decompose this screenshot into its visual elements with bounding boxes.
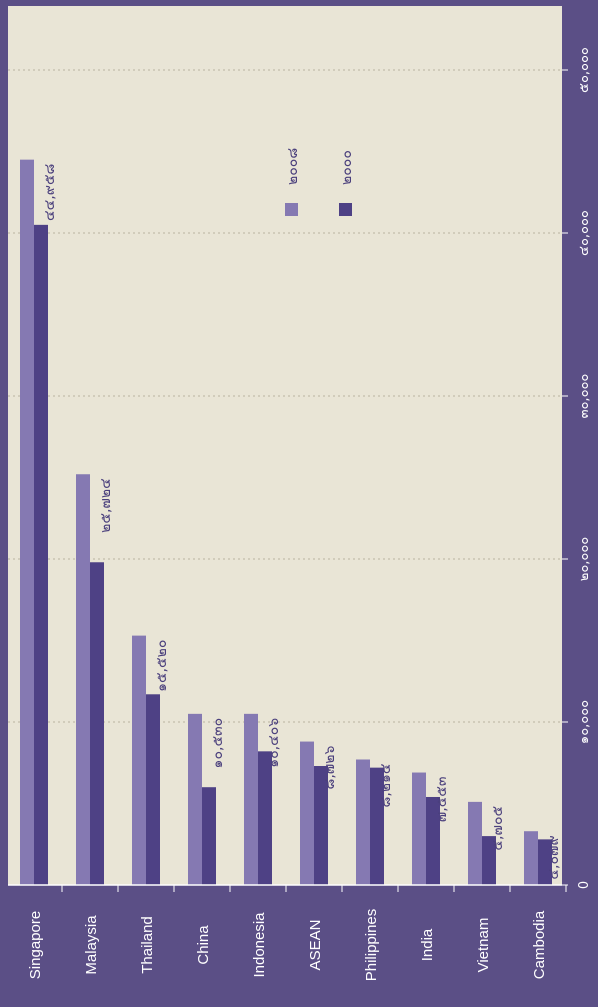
bar-thailand-2000 — [146, 694, 160, 885]
data-label: ๑๕,๕๒๐ — [154, 640, 170, 692]
bar-india-2000 — [426, 796, 440, 885]
category-label: Philippines — [363, 909, 380, 982]
bars — [20, 159, 552, 886]
value-tick-label: 0 — [577, 881, 592, 889]
data-label: ๔๔,๙๕๘ — [42, 164, 58, 221]
bar-malaysia-2000 — [90, 562, 104, 885]
legend-label: ๒๐๐๘ — [285, 148, 301, 185]
category-label: Thailand — [139, 916, 156, 974]
category-label: Malaysia — [83, 915, 100, 975]
gridlines — [8, 69, 562, 723]
bar-vietnam-2000 — [482, 836, 496, 885]
bar-philippines-2008 — [356, 759, 370, 885]
value-axis: 0 ๑๐,๐๐๐ ๒๐,๐๐๐ ๓๐,๐๐๐ ๔๐,๐๐๐ ๕๐,๐๐๐ — [8, 47, 592, 892]
bar-philippines-2000 — [370, 767, 384, 885]
value-tick-label: ๕๐,๐๐๐ — [577, 47, 592, 93]
bar-china-2008 — [188, 713, 202, 885]
bar-singapore-2000 — [34, 224, 48, 886]
value-tick-label: ๓๐,๐๐๐ — [577, 374, 592, 419]
legend-swatch — [339, 203, 352, 216]
data-label: ๘,๗๒๖ — [322, 745, 338, 789]
category-label: Indonesia — [251, 912, 268, 978]
category-label: Cambodia — [531, 910, 548, 979]
category-label: China — [195, 925, 212, 965]
data-label: ๕,๗๐๕ — [490, 806, 506, 851]
category-labels: Singapore Malaysia Thailand China Indonesia A… — [27, 909, 548, 982]
data-label: ๗,๕๕๓ — [434, 777, 450, 823]
data-label: ๒๕,๗๒๔ — [98, 478, 114, 533]
bar-cambodia-2008 — [524, 831, 538, 885]
category-label: India — [419, 928, 436, 961]
category-label: ASEAN — [307, 920, 324, 971]
value-tick-label: ๒๐,๐๐๐ — [577, 537, 592, 582]
data-label: ๑๐,๕๓๐ — [210, 718, 226, 769]
data-labels: ๔๔,๙๕๘๒๕,๗๒๔๑๕,๕๒๐๑๐,๕๓๐ ๑๐,๔๐๖๘,๗๒๖ ๘,๒๑๔… — [42, 164, 562, 880]
bar-malaysia-2008 — [76, 474, 90, 885]
data-label: ๔,๐๗๙ — [546, 835, 562, 879]
bar-singapore-2008 — [20, 159, 34, 885]
bar-thailand-2008 — [132, 635, 146, 885]
bar-india-2008 — [412, 772, 426, 885]
bar-vietnam-2008 — [468, 801, 482, 885]
category-label: Vietnam — [475, 918, 492, 973]
bar-china-2000 — [202, 787, 216, 885]
bar-cambodia-2000 — [538, 839, 552, 885]
bar-indonesia-2008 — [244, 713, 258, 885]
value-tick-label: ๔๐,๐๐๐ — [577, 210, 592, 256]
bar-asean-2000 — [314, 766, 328, 885]
data-label: ๘,๒๑๔ — [378, 763, 394, 807]
bar-asean-2008 — [300, 741, 314, 885]
data-label: ๑๐,๔๐๖ — [266, 718, 282, 768]
value-tick-label: ๑๐,๐๐๐ — [577, 700, 592, 744]
category-label: Singapore — [27, 911, 44, 979]
legend-swatch — [285, 203, 298, 216]
bar-indonesia-2000 — [258, 751, 272, 885]
legend: ๒๐๐๘ ๒๐๐๐ — [285, 148, 355, 216]
legend-label: ๒๐๐๐ — [339, 150, 355, 185]
